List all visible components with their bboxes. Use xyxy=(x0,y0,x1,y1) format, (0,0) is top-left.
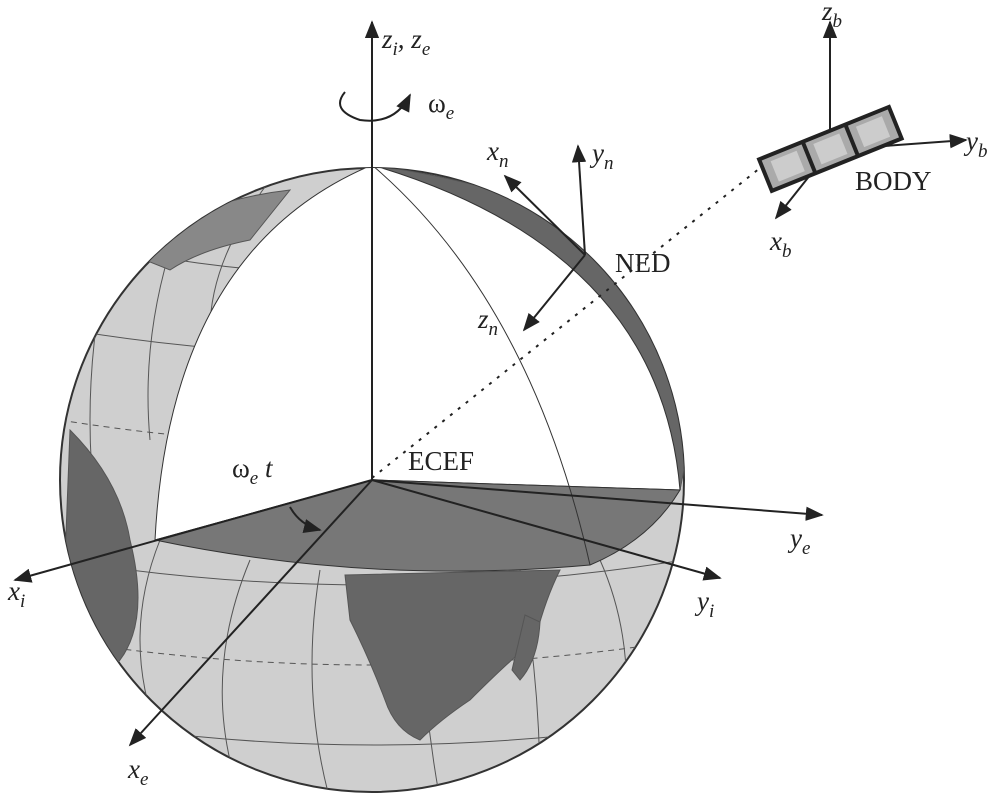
label-zn: zn xyxy=(477,304,498,340)
label-body: BODY xyxy=(855,166,932,196)
label-text: NED xyxy=(615,248,671,278)
label-text: ECEF xyxy=(408,446,474,476)
label-text: t xyxy=(258,453,274,483)
subscript: n xyxy=(489,319,499,340)
label-ned: NED xyxy=(615,248,671,278)
satellite xyxy=(756,104,905,194)
label-text: z xyxy=(381,24,393,54)
label-text: , z xyxy=(398,24,423,54)
subscript: n xyxy=(604,153,614,174)
subscript: n xyxy=(499,151,509,172)
label-text: y xyxy=(963,126,978,156)
label-text: z xyxy=(821,0,833,26)
label-zi-ze: zi, ze xyxy=(381,24,430,60)
label-yn: yn xyxy=(589,138,613,174)
label-xb: xb xyxy=(769,226,791,262)
label-yi: yi xyxy=(694,586,714,622)
label-text: y xyxy=(787,523,802,553)
label-text: y xyxy=(589,138,604,168)
subscript: e xyxy=(802,538,810,559)
subscript: i xyxy=(393,39,398,60)
label-text: BODY xyxy=(855,166,932,196)
axes xyxy=(13,20,968,747)
label-omega-t: ωe t xyxy=(232,453,274,489)
label-text: x xyxy=(7,576,20,606)
label-text: ω xyxy=(232,453,250,483)
label-ecef: ECEF xyxy=(408,446,474,476)
subscript: i xyxy=(709,601,714,622)
label-text: x xyxy=(769,226,782,256)
label-yb: yb xyxy=(963,126,987,162)
label-text: z xyxy=(477,304,489,334)
subscript: e xyxy=(140,769,148,790)
label-text: ω xyxy=(428,88,446,118)
label-text: x xyxy=(127,754,140,784)
subscript: e xyxy=(446,103,454,124)
subscript: b xyxy=(782,241,792,262)
label-text: x xyxy=(486,136,499,166)
label-ye: ye xyxy=(787,523,810,559)
label-text: y xyxy=(694,586,709,616)
label-xi: xi xyxy=(7,576,25,612)
subscript: e xyxy=(422,39,430,60)
subscript: b xyxy=(978,141,988,162)
label-omega-e: ωe xyxy=(428,88,454,124)
subscript: b xyxy=(833,11,843,32)
label-xn: xn xyxy=(486,136,508,172)
subscript: e xyxy=(250,468,258,489)
label-zb: zb xyxy=(821,0,842,32)
subscript: i xyxy=(20,591,25,612)
label-xe: xe xyxy=(127,754,148,790)
